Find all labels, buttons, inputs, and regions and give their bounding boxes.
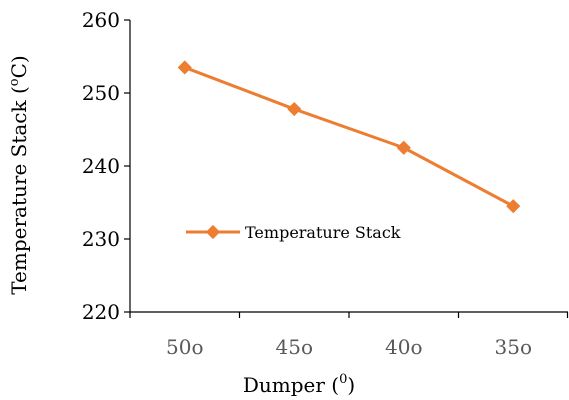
legend: Temperature Stack xyxy=(186,223,401,242)
data-point-marker xyxy=(396,140,411,155)
x-category-label: 35o xyxy=(495,335,533,359)
x-axis-title-end: ) xyxy=(347,373,355,397)
x-category-label: 40o xyxy=(385,335,423,359)
data-point-marker xyxy=(177,60,192,75)
series-line xyxy=(184,66,514,208)
series-layer xyxy=(177,60,521,214)
y-axis: 220 230 240 250 260 xyxy=(82,8,131,324)
y-tick-label: 220 xyxy=(82,300,120,324)
x-axis: 50o 45o 40o 35o xyxy=(129,311,569,359)
legend-label: Temperature Stack xyxy=(245,223,401,242)
y-tick-label: 240 xyxy=(82,154,120,178)
legend-marker xyxy=(205,224,221,240)
x-category-label: 45o xyxy=(276,335,314,359)
y-axis-title: Temperature Stack (oC) xyxy=(7,55,31,294)
data-point-marker xyxy=(287,101,302,117)
y-axis-title-superscript: o xyxy=(7,78,22,86)
x-category-label: 50o xyxy=(166,335,204,359)
x-axis-title: Dumper (0) xyxy=(243,372,355,397)
data-point-marker xyxy=(506,199,521,214)
y-tick-label: 250 xyxy=(82,81,120,105)
y-axis-title-text: Temperature Stack ( xyxy=(7,86,31,295)
y-tick-label: 260 xyxy=(82,8,120,32)
x-axis-title-text: Dumper ( xyxy=(243,373,339,397)
y-tick-label: 230 xyxy=(82,227,120,251)
y-axis-title-end: C) xyxy=(7,55,31,78)
x-axis-title-superscript: 0 xyxy=(339,372,347,387)
